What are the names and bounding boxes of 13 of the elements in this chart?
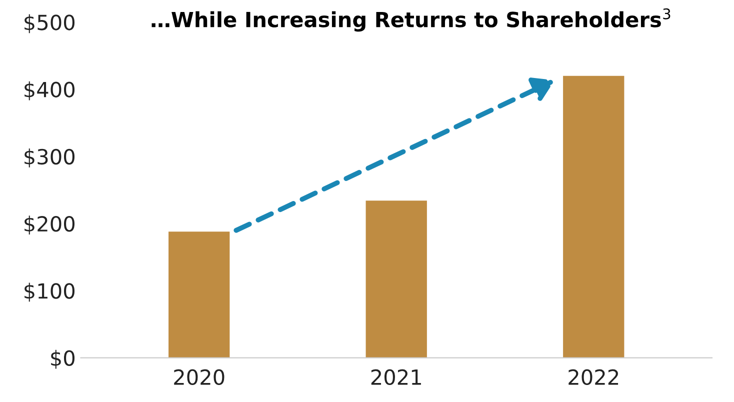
y-tick-label: $0 xyxy=(51,350,74,369)
bar xyxy=(366,200,427,358)
y-tick-label: $200 xyxy=(24,216,74,234)
y-tick-label: $400 xyxy=(24,81,74,100)
x-tick-label: 2022 xyxy=(568,369,618,386)
y-tick-label: $100 xyxy=(24,282,74,302)
x-tick-label: 2021 xyxy=(371,369,421,386)
y-tick-label: $300 xyxy=(24,148,74,168)
bar xyxy=(563,76,624,358)
bar xyxy=(168,232,230,358)
chart-title: …While Increasing Returns to Shareholders$^{3}$ xyxy=(152,8,670,32)
x-tick-label: 2020 xyxy=(174,369,224,386)
y-tick-label: $500 xyxy=(24,14,74,34)
